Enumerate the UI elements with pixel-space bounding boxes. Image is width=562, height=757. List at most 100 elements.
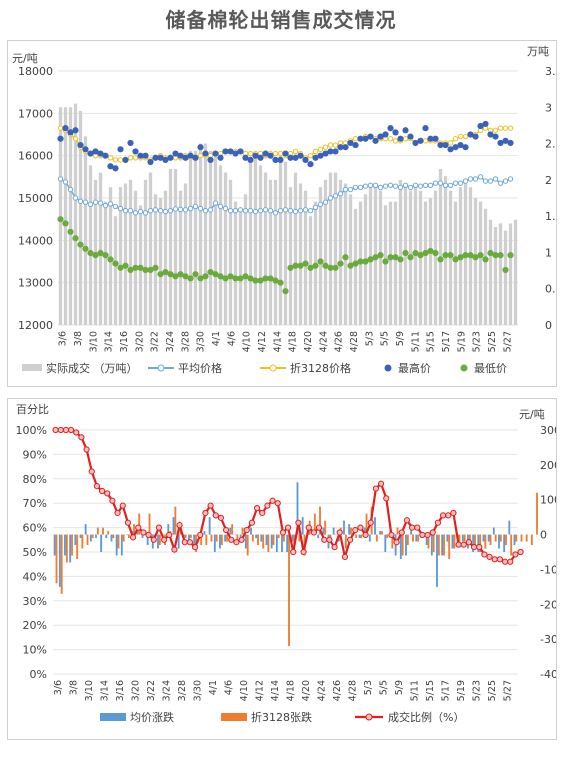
avg-price-marker [397,184,404,191]
ratio-marker [310,529,318,536]
avg-price-marker [312,204,319,211]
min-price-point [162,268,169,276]
avg-price-marker [77,198,84,205]
zhe-change-bar [520,534,523,542]
volume-bar [288,187,293,325]
avg-change-bar [441,534,444,556]
avg-change-bar [188,534,190,542]
volume-bar [278,154,283,325]
avg-change-bar [332,527,335,535]
volume-bar [483,208,488,325]
min-price-point [192,271,199,278]
min-price-point [302,260,309,267]
x-tick-label: 3/6 [58,331,69,346]
ratio-marker [109,497,116,504]
volume-bar [333,172,338,325]
ratio-marker [62,426,70,434]
zhe-price-marker [452,136,459,142]
legend-label: 折3128价格 [290,361,351,375]
ratio-marker [83,446,90,453]
ratio-marker [398,529,405,536]
y-left-tick-label: 80% [23,473,47,486]
max-price-point [502,137,509,144]
y-right-tick-label: 200 [540,459,556,472]
zhe-price-marker [57,125,64,131]
y-right-tick-label: -300 [540,633,556,646]
ratio-marker [248,519,256,526]
x-tick-label: 5/9 [394,680,405,695]
x-tick-label: 5/19 [456,331,467,352]
avg-change-bar [115,534,118,556]
max-price-point [92,148,99,155]
zhe-change-bar [499,534,502,542]
avg-change-bar [492,527,495,535]
y-right-tick-label: 0 [545,319,552,332]
ratio-marker [414,524,421,531]
volume-bar [218,165,223,325]
min-price-point [57,216,64,223]
avg-change-bar [482,534,485,542]
avg-change-bar [100,534,103,552]
min-price-point [507,252,514,259]
avg-change-bar [461,534,464,542]
max-price-point [397,135,404,142]
min-price-point [222,275,229,282]
legend-swatch-ratio-marker [365,713,373,721]
y-left-tick-label: 0% [30,668,47,681]
avg-change-bar [208,517,211,535]
max-price-point [207,156,214,163]
volume-bar [453,201,458,325]
avg-change-bar [213,534,216,552]
zhe-change-bar [412,534,414,542]
ratio-marker [57,426,64,434]
max-price-point [412,139,419,147]
ratio-marker [408,524,416,531]
legend-label: 最高价 [398,361,431,375]
zhe-change-bar [505,534,507,546]
min-price-point [402,249,409,257]
avg-price-marker [497,180,504,186]
avg-price-marker [252,208,259,215]
ratio-marker [295,519,302,526]
max-price-point [362,135,369,142]
zhe-change-bar [272,534,275,546]
min-price-point [262,275,269,282]
ratio-marker [140,529,147,536]
min-price-point [357,258,364,265]
avg-price-marker [272,210,279,216]
ratio-marker [78,434,85,441]
y-left-tick-label: 60% [23,522,47,535]
volume-bar [158,198,163,325]
max-price-point [497,139,504,147]
volume-bar [388,201,393,325]
zhe-price-marker [402,136,409,142]
max-price-point [382,131,389,138]
legend-swatch-volume [22,364,42,371]
y-right-tick-label: -200 [540,598,556,611]
x-tick-label: 5/23 [471,680,482,701]
volume-bar [253,154,258,325]
max-price-point [367,133,374,140]
max-price-point [407,133,414,140]
ratio-marker [424,531,431,539]
legend-label: 均价涨跌 [130,710,174,724]
max-price-point [182,154,189,161]
max-price-point [67,129,74,136]
max-price-point [257,154,264,161]
zhe-change-bar [210,534,213,542]
volume-bar [128,179,133,325]
min-price-point [197,275,204,282]
y-right-tick-label: -400 [540,668,556,681]
ratio-marker [52,426,59,434]
x-tick-label: 5/23 [472,331,483,352]
avg-change-bar [446,534,449,542]
max-price-point [437,141,444,149]
zhe-price-marker [292,148,299,155]
volume-bar [238,208,243,325]
max-price-point [157,154,164,161]
chart-panel-changes: 100% 90% 80% 70% 60% 50% 40% 30% 20% 10% 0% 300 200 1… [7,398,562,740]
zhe-change-bar [205,534,208,546]
volume-bar [258,165,263,325]
zhe-change-bar [102,527,104,535]
avg-price-marker [362,183,369,189]
